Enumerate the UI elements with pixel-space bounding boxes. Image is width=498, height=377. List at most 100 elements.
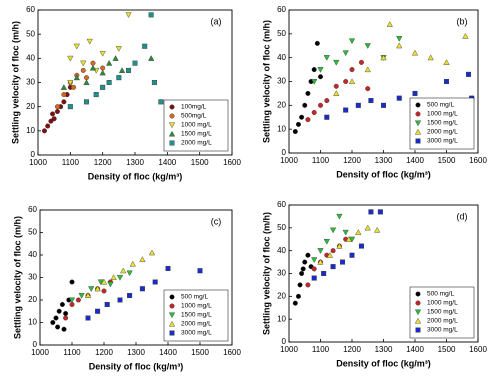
- data-point: [300, 266, 306, 272]
- legend-label: 1000 mg/L: [181, 122, 212, 129]
- data-point: [125, 12, 132, 19]
- data-point: [386, 21, 393, 27]
- data-point: [443, 59, 450, 65]
- data-point: [152, 279, 158, 285]
- x-tick-label: 1100: [62, 158, 80, 167]
- data-point: [444, 78, 450, 84]
- data-point: [80, 60, 87, 67]
- data-point: [67, 104, 73, 110]
- data-point: [67, 80, 74, 86]
- data-point: [100, 278, 108, 285]
- data-point: [324, 98, 330, 104]
- data-point: [93, 92, 99, 98]
- x-tick-label: 1400: [406, 156, 424, 165]
- legend-label: 1500 mg/L: [181, 131, 212, 138]
- data-point: [61, 326, 67, 332]
- legend-label: 500 mg/L: [427, 291, 454, 298]
- data-point: [117, 297, 123, 303]
- x-tick-label: 1100: [312, 156, 330, 165]
- x-axis-label: Density of floc (kg/m³): [88, 171, 183, 181]
- plot-frame: [37, 9, 233, 156]
- y-tick-label: 0: [31, 150, 36, 159]
- data-point: [80, 67, 86, 73]
- x-tick-label: 1600: [223, 158, 241, 167]
- x-tick-label: 1600: [469, 156, 487, 165]
- data-point: [59, 302, 65, 308]
- y-tick-label: 20: [277, 291, 286, 300]
- y-tick-label: 20: [277, 100, 286, 109]
- legend-marker: [414, 317, 422, 324]
- y-tick-label: 30: [277, 77, 286, 86]
- data-point: [165, 266, 171, 272]
- legend-label: 3000 mg/L: [427, 138, 458, 145]
- x-tick-label: 1000: [31, 348, 49, 357]
- panel-label: (d): [457, 211, 468, 221]
- legend-marker: [168, 130, 176, 137]
- y-tick-label: 40: [277, 246, 286, 255]
- x-tick-label: 1400: [159, 348, 177, 357]
- panel-label: (c): [211, 216, 222, 226]
- data-point: [381, 102, 387, 108]
- data-point: [90, 60, 96, 66]
- data-point: [411, 49, 419, 56]
- data-point: [71, 84, 77, 90]
- y-tick-label: 40: [28, 250, 37, 259]
- data-point: [311, 79, 318, 85]
- data-point: [305, 117, 311, 123]
- y-tick-label: 50: [277, 223, 286, 232]
- data-point: [317, 258, 324, 265]
- data-point: [348, 38, 356, 45]
- legend-label: 3000 mg/L: [181, 330, 212, 337]
- legend-label: 500mg/L: [181, 113, 207, 120]
- data-point: [94, 285, 101, 292]
- data-point: [197, 268, 203, 274]
- legend-label: 1500 mg/L: [427, 120, 458, 127]
- data-point: [95, 308, 101, 314]
- data-point: [343, 78, 349, 84]
- plot-frame: [39, 209, 233, 346]
- data-point: [63, 311, 69, 317]
- legend-marker: [415, 102, 421, 108]
- data-point: [41, 128, 47, 134]
- legend-label: 3000 mg/L: [427, 327, 458, 334]
- data-point: [364, 43, 371, 49]
- data-point: [396, 42, 403, 49]
- x-tick-label: 1200: [94, 158, 112, 167]
- y-tick-label: 0: [33, 340, 38, 349]
- legend-marker: [168, 122, 176, 129]
- data-point: [61, 99, 67, 105]
- data-point: [69, 279, 75, 285]
- y-axis-label: Settling velocity of floc (m/h): [261, 212, 271, 335]
- data-point: [85, 315, 91, 321]
- x-tick-label: 1500: [438, 156, 456, 165]
- y-tick-label: 20: [28, 295, 37, 304]
- data-point: [116, 275, 124, 281]
- y-tick-label: 20: [26, 102, 35, 111]
- legend-label: 1000 mg/L: [427, 300, 458, 307]
- data-point: [112, 55, 119, 61]
- x-tick-label: 1500: [438, 345, 456, 354]
- data-point: [336, 213, 343, 220]
- x-tick-label: 1100: [63, 348, 81, 357]
- legend-label: 2000 mg/L: [181, 140, 212, 147]
- data-point: [412, 90, 418, 96]
- data-point: [377, 209, 383, 215]
- data-point: [53, 315, 59, 321]
- data-point: [61, 92, 67, 98]
- panel-label: (a): [211, 16, 222, 26]
- data-point: [126, 270, 133, 277]
- data-point: [51, 116, 57, 122]
- x-tick-label: 1600: [469, 345, 487, 354]
- data-point: [317, 67, 324, 73]
- data-point: [139, 286, 145, 292]
- data-point: [462, 33, 469, 39]
- data-point: [427, 54, 434, 61]
- legend-marker: [415, 138, 421, 144]
- y-tick-label: 60: [26, 5, 35, 14]
- data-point: [83, 75, 89, 81]
- data-point: [368, 98, 374, 104]
- data-point: [99, 69, 106, 76]
- x-tick-label: 1200: [95, 348, 113, 357]
- data-point: [295, 293, 301, 299]
- y-tick-label: 10: [277, 124, 286, 133]
